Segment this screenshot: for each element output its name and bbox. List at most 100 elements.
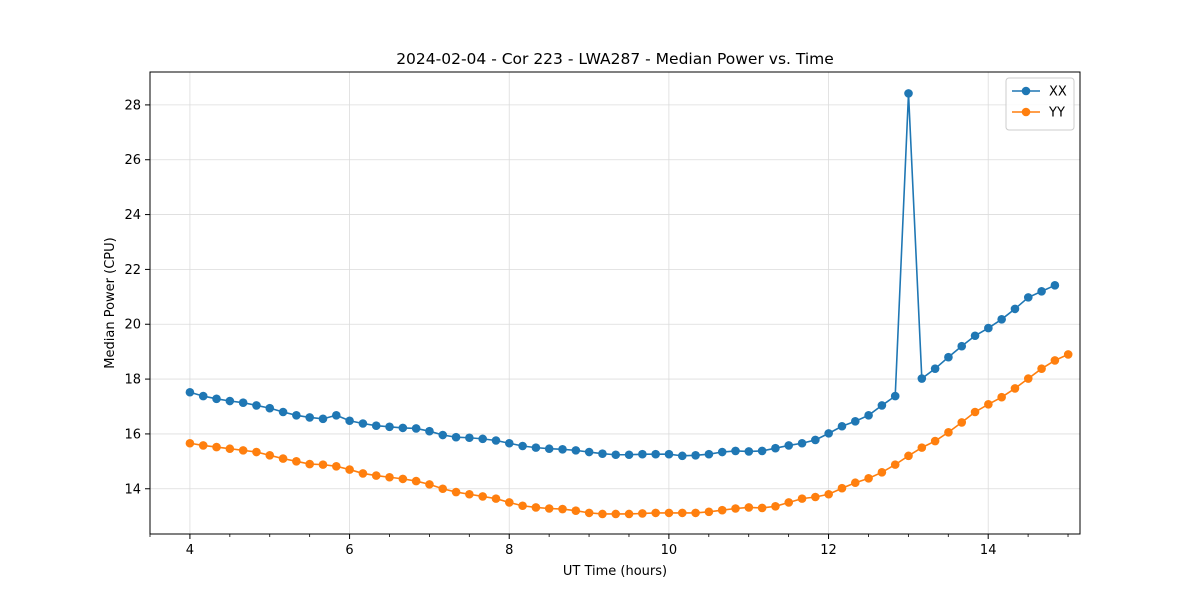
data-point-xx [491,436,501,445]
data-point-yy [704,507,714,517]
data-point-xx [451,432,461,442]
data-point-yy [1037,364,1046,373]
legend-label-yy: YY [1048,106,1065,121]
data-point-xx [744,447,754,456]
data-point-xx [904,89,913,98]
x-tick-label: 8 [505,543,513,558]
data-point-yy [531,503,541,512]
y-tick-label: 26 [124,153,141,168]
x-tick-label: 12 [820,543,837,558]
data-point-xx [984,323,993,333]
series-layer [185,89,1073,519]
data-point-xx [877,401,887,410]
data-point-yy [371,471,381,480]
data-point-xx [1050,281,1060,290]
data-point-xx [425,426,434,436]
data-point-yy [398,474,408,484]
legend-marker-xx [1021,86,1031,96]
data-point-yy [278,454,288,463]
y-tick-label: 16 [124,427,141,442]
data-point-yy [664,508,674,518]
data-point-yy [784,498,794,507]
data-point-yy [558,504,567,514]
data-point-yy [930,436,940,446]
chart-title: 2024-02-04 - Cor 223 - LWA287 - Median P… [396,50,834,68]
data-point-yy [265,451,275,460]
data-point-yy [824,489,833,499]
data-point-yy [345,465,354,474]
data-point-xx [358,419,368,428]
data-point-yy [837,483,847,493]
data-point-yy [305,459,314,469]
data-point-yy [677,508,687,518]
data-point-xx [811,435,820,445]
data-point-xx [1037,287,1046,296]
data-point-yy [984,400,993,409]
data-point-xx [970,331,980,341]
data-point-yy [1050,356,1060,365]
data-point-xx [318,414,328,424]
data-point-xx [624,450,634,460]
data-point-xx [558,444,567,454]
data-point-yy [332,461,341,471]
data-point-xx [771,443,780,453]
data-point-yy [385,472,394,482]
data-point-xx [651,449,660,459]
data-point-xx [478,434,487,444]
data-point-xx [691,451,700,460]
data-point-xx [265,403,275,413]
x-tick-label: 14 [980,543,997,558]
data-point-xx [504,438,514,448]
grid [150,72,1080,534]
y-axis-label: Median Power (CPU) [103,237,118,368]
data-point-yy [1010,384,1020,393]
data-point-yy [571,506,581,515]
data-point-yy [917,443,927,452]
data-point-yy [811,492,820,502]
data-point-xx [704,449,714,459]
data-point-yy [997,392,1006,402]
y-tick-label: 22 [124,263,141,278]
x-tick-label: 10 [661,543,678,558]
ticks: 4 6 8 10 12 14 14 16 18 20 22 24 26 28 [124,98,1069,558]
data-point-xx [864,410,873,420]
data-point-xx [677,451,687,461]
x-tick-label: 4 [186,543,194,558]
data-point-yy [638,509,647,518]
y-tick-label: 14 [124,482,141,497]
data-point-xx [465,433,474,443]
data-point-xx [531,443,541,452]
x-tick-label: 6 [345,543,353,558]
data-point-xx [717,447,727,457]
data-point-xx [198,391,208,401]
data-point-yy [292,457,301,466]
data-point-xx [385,422,394,432]
data-point-yy [757,503,767,513]
data-point-yy [465,489,474,499]
y-tick-label: 28 [124,98,141,113]
data-point-yy [518,501,527,511]
data-point-xx [957,341,967,351]
data-point-yy [797,494,807,503]
legend-label-xx: XX [1049,85,1067,100]
data-point-xx [225,396,235,406]
data-point-yy [358,469,368,478]
data-point-yy [238,446,248,455]
data-point-yy [212,442,221,452]
data-point-yy [944,427,953,437]
data-point-xx [944,352,953,362]
data-point-yy [1023,374,1033,383]
data-point-xx [797,438,807,448]
data-point-yy [877,468,887,477]
data-point-yy [225,444,235,454]
data-point-xx [611,450,621,460]
data-point-xx [584,447,594,457]
data-point-xx [518,441,527,451]
data-point-xx [824,429,833,438]
data-point-yy [1063,350,1073,359]
data-point-xx [411,424,421,433]
data-point-yy [451,487,461,497]
data-point-yy [425,480,434,489]
